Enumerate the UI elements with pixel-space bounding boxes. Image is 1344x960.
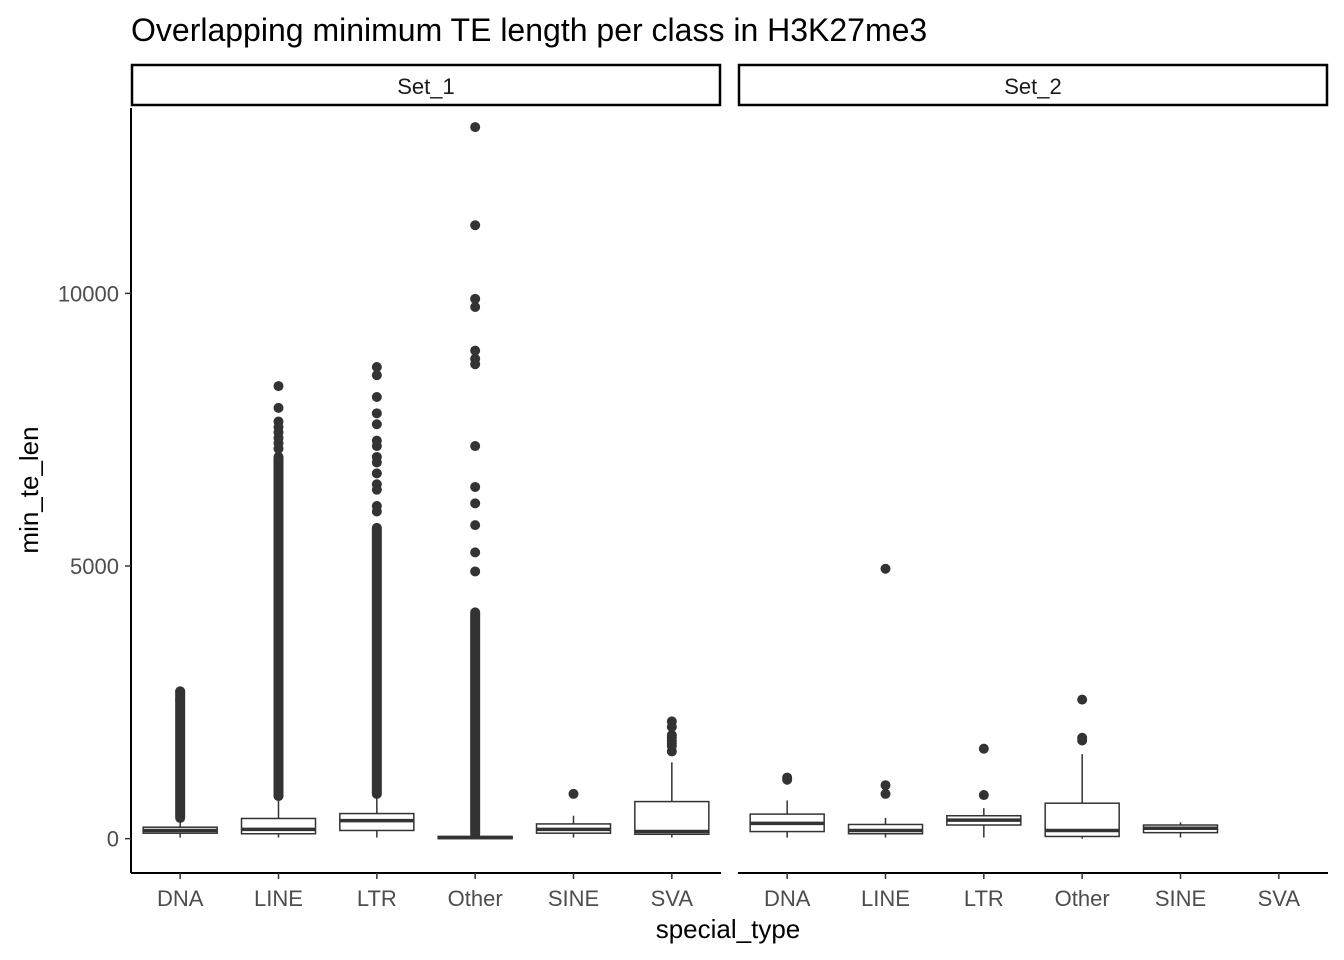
outlier-point <box>470 220 481 231</box>
box-set-1-ltr <box>339 361 415 838</box>
panel-set-2 <box>749 563 1219 839</box>
outlier-point <box>568 788 579 799</box>
outlier-point <box>470 345 481 356</box>
outlier-point <box>880 563 891 574</box>
outlier-point <box>470 122 481 133</box>
outlier-point <box>371 419 382 430</box>
outlier-point <box>470 481 481 492</box>
outlier-point <box>273 416 284 427</box>
y-axis-title: min_te_len <box>14 426 44 553</box>
outlier-point <box>371 408 382 419</box>
box-set-2-ltr <box>946 743 1022 838</box>
facet-panels <box>142 122 1219 840</box>
box-set-1-other <box>437 122 513 840</box>
outlier-point <box>1077 732 1088 743</box>
outlier-point <box>470 302 481 313</box>
outlier-point <box>470 520 481 531</box>
box-set-1-sva <box>634 716 710 838</box>
x-tick-label: Other <box>1055 886 1110 911</box>
box-set-1-sine <box>535 788 612 838</box>
outlier-point <box>1077 694 1088 705</box>
facet-strip-label-set-2: Set_2 <box>1004 74 1062 99</box>
outlier-band <box>470 607 481 840</box>
y-tick-label: 10000 <box>58 281 119 306</box>
x-tick-label: DNA <box>764 886 811 911</box>
facet-strip-label-set-1: Set_1 <box>397 74 455 99</box>
chart-title: Overlapping minimum TE length per class … <box>131 12 927 48</box>
outlier-point <box>470 353 481 364</box>
box-iqr <box>240 817 317 835</box>
box-set-2-sine <box>1142 822 1219 838</box>
outlier-point <box>880 780 891 791</box>
box-set-1-line <box>240 381 317 838</box>
outlier-point <box>470 293 481 304</box>
outlier-point <box>371 361 382 372</box>
x-tick-label: Other <box>448 886 503 911</box>
x-axis-title: special_type <box>656 914 801 944</box>
x-tick-label: LTR <box>964 886 1004 911</box>
outlier-point <box>470 566 481 577</box>
outlier-point <box>470 498 481 509</box>
axes: DNA LINE LTR Other SINE SVA DNA LINE LTR Other SIN… <box>58 108 1328 911</box>
x-tick-label: LTR <box>357 886 397 911</box>
x-tick-label: DNA <box>157 886 204 911</box>
outlier-point <box>978 790 989 801</box>
facet-strips: Set_1 Set_2 <box>130 63 1329 107</box>
outlier-point <box>175 686 186 697</box>
outlier-band <box>175 686 186 823</box>
outlier-point <box>273 402 284 413</box>
outlier-point <box>371 468 382 479</box>
outlier-point <box>666 730 677 741</box>
facet-strip-set-1 <box>130 63 722 107</box>
x-tick-label: LINE <box>254 886 303 911</box>
outlier-point <box>371 479 382 490</box>
box-set-1-dna <box>142 686 218 838</box>
outlier-point <box>175 694 186 705</box>
outlier-point <box>371 370 382 381</box>
outlier-band <box>273 451 284 802</box>
outlier-point <box>273 381 284 392</box>
outlier-point <box>470 441 481 452</box>
outlier-point <box>880 788 891 799</box>
outlier-point <box>782 772 793 783</box>
y-tick-label: 0 <box>107 827 119 852</box>
outlier-point <box>978 743 989 754</box>
outlier-point <box>470 547 481 558</box>
x-tick-label: SVA <box>651 886 694 911</box>
y-tick-label: 5000 <box>70 554 119 579</box>
outlier-point <box>371 391 382 402</box>
facet-strip-set-2 <box>737 63 1329 107</box>
box-iqr <box>634 800 710 836</box>
outlier-point <box>371 451 382 462</box>
panel-set-1 <box>142 122 710 840</box>
x-tick-label: SVA <box>1258 886 1301 911</box>
box-set-2-line <box>847 563 924 838</box>
outlier-band <box>371 522 382 799</box>
box-set-2-other <box>1044 694 1120 839</box>
x-tick-label: SINE <box>548 886 599 911</box>
outlier-point <box>371 435 382 446</box>
x-tick-label: SINE <box>1155 886 1206 911</box>
x-tick-label: LINE <box>861 886 910 911</box>
box-set-2-dna <box>749 772 825 838</box>
outlier-point <box>371 501 382 512</box>
outlier-point <box>666 716 677 727</box>
